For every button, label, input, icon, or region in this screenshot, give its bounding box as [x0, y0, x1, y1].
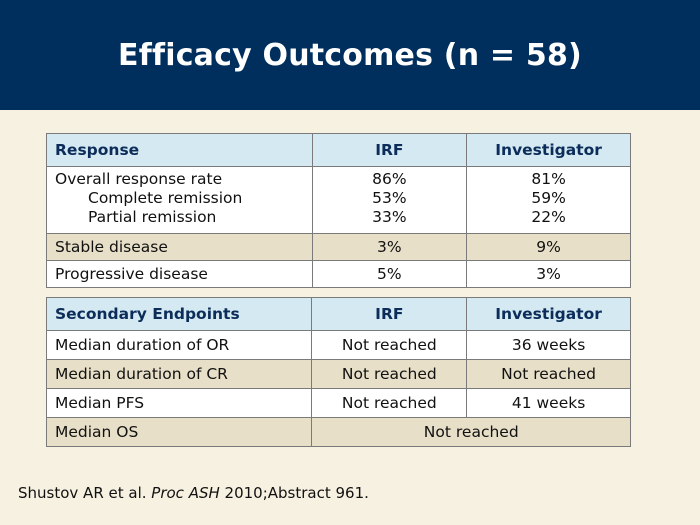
row-label-overall-response: Overall response rate	[55, 170, 223, 188]
response-table-header: Response IRF Investigator	[46, 133, 631, 167]
irf-values-cell: 86% 53% 33%	[311, 166, 468, 234]
row-label-complete-remission: Complete remission	[88, 189, 243, 207]
header-investigator: Investigator	[466, 133, 631, 167]
irf-partial-remission: 33%	[372, 208, 407, 226]
investigator-partial-remission: 22%	[531, 208, 566, 226]
row-label-progressive-disease: Progressive disease	[46, 260, 313, 288]
table-row: Stable disease 3% 9%	[46, 233, 631, 261]
response-labels-cell: Overall response rate Complete remission…	[46, 166, 313, 234]
citation-journal: Proc ASH	[151, 484, 220, 502]
row-label-stable-disease: Stable disease	[46, 233, 313, 261]
row-label-median-duration-cr: Median duration of CR	[45, 359, 313, 389]
row-label-median-os: Median OS	[45, 417, 313, 447]
slide-title: Efficacy Outcomes (n = 58)	[118, 37, 582, 73]
endpoints-table-header: Secondary Endpoints IRF Investigator	[45, 297, 631, 331]
citation: Shustov AR et al. Proc ASH 2010;Abstract…	[18, 484, 369, 502]
investigator-stable-disease: 9%	[466, 233, 631, 261]
header-response: Response	[46, 133, 313, 167]
irf-progressive-disease: 5%	[311, 260, 468, 288]
response-table: Response IRF Investigator Overall respon…	[46, 133, 631, 288]
merged-median-os: Not reached	[311, 417, 631, 447]
table-row: Overall response rate Complete remission…	[46, 166, 631, 234]
header-investigator: Investigator	[466, 297, 631, 331]
investigator-values-cell: 81% 59% 22%	[466, 166, 631, 234]
table-row: Median duration of OR Not reached 36 wee…	[45, 330, 631, 360]
header-irf: IRF	[311, 133, 468, 167]
investigator-median-duration-or: 36 weeks	[466, 330, 631, 360]
row-label-median-duration-or: Median duration of OR	[45, 330, 313, 360]
investigator-progressive-disease: 3%	[466, 260, 631, 288]
irf-median-duration-cr: Not reached	[311, 359, 468, 389]
title-bar: Efficacy Outcomes (n = 58)	[0, 0, 700, 110]
row-label-partial-remission: Partial remission	[88, 208, 217, 226]
irf-overall-response: 86%	[372, 170, 407, 188]
table-row: Median duration of CR Not reached Not re…	[45, 359, 631, 389]
header-secondary-endpoints: Secondary Endpoints	[45, 297, 313, 331]
irf-median-pfs: Not reached	[311, 388, 468, 418]
citation-authors: Shustov AR et al.	[18, 484, 147, 502]
table-row: Median PFS Not reached 41 weeks	[45, 388, 631, 418]
row-label-median-pfs: Median PFS	[45, 388, 313, 418]
investigator-median-pfs: 41 weeks	[466, 388, 631, 418]
irf-median-duration-or: Not reached	[311, 330, 468, 360]
citation-details: 2010;Abstract 961.	[224, 484, 369, 502]
irf-complete-remission: 53%	[372, 189, 407, 207]
investigator-overall-response: 81%	[531, 170, 566, 188]
irf-stable-disease: 3%	[311, 233, 468, 261]
investigator-median-duration-cr: Not reached	[466, 359, 631, 389]
table-row: Median OS Not reached	[45, 417, 631, 447]
header-irf: IRF	[311, 297, 468, 331]
investigator-complete-remission: 59%	[531, 189, 566, 207]
endpoints-table: Secondary Endpoints IRF Investigator Med…	[45, 297, 631, 447]
table-row: Progressive disease 5% 3%	[46, 260, 631, 288]
